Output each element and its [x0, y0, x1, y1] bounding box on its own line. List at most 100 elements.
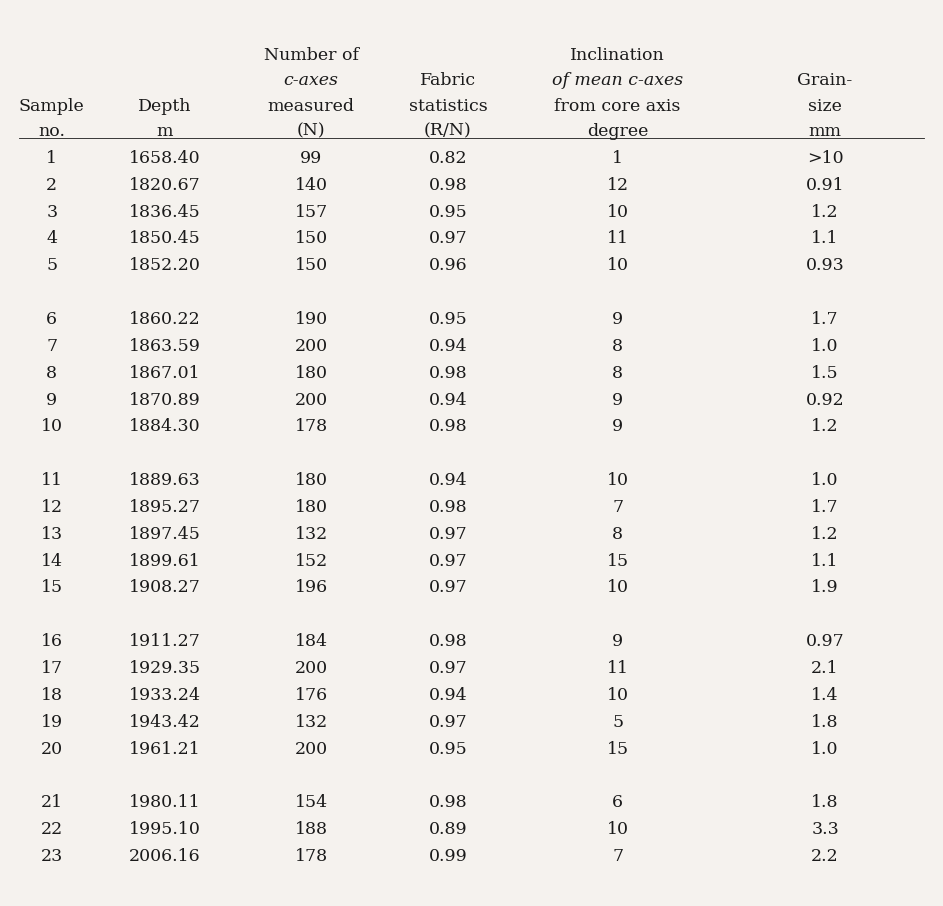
Text: 1995.10: 1995.10	[129, 821, 201, 838]
Text: 8: 8	[612, 338, 623, 355]
Text: 1980.11: 1980.11	[129, 795, 201, 811]
Text: 20: 20	[41, 740, 63, 757]
Text: c-axes: c-axes	[284, 72, 339, 89]
Text: degree: degree	[587, 123, 649, 140]
Text: 0.95: 0.95	[428, 204, 468, 220]
Text: 132: 132	[294, 714, 328, 731]
Text: 0.99: 0.99	[428, 848, 468, 865]
Text: Number of: Number of	[264, 47, 358, 63]
Text: 18: 18	[41, 687, 63, 704]
Text: 0.94: 0.94	[429, 687, 467, 704]
Text: 0.98: 0.98	[429, 177, 467, 194]
Text: 12: 12	[606, 177, 629, 194]
Text: 178: 178	[294, 419, 328, 436]
Text: 15: 15	[606, 740, 629, 757]
Text: 200: 200	[294, 338, 328, 355]
Text: 150: 150	[294, 230, 328, 247]
Text: 1863.59: 1863.59	[129, 338, 201, 355]
Text: 9: 9	[612, 391, 623, 409]
Text: 1.9: 1.9	[811, 580, 839, 596]
Text: 2.2: 2.2	[811, 848, 839, 865]
Text: 1.1: 1.1	[811, 230, 839, 247]
Text: 0.97: 0.97	[428, 230, 468, 247]
Text: 0.96: 0.96	[429, 257, 467, 275]
Text: 1908.27: 1908.27	[129, 580, 201, 596]
Text: 0.95: 0.95	[428, 311, 468, 328]
Text: 1850.45: 1850.45	[129, 230, 201, 247]
Text: 11: 11	[606, 230, 629, 247]
Text: 1867.01: 1867.01	[129, 365, 201, 381]
Text: 3: 3	[46, 204, 58, 220]
Text: 180: 180	[295, 365, 327, 381]
Text: 2: 2	[46, 177, 58, 194]
Text: 1961.21: 1961.21	[129, 740, 201, 757]
Text: 17: 17	[41, 660, 63, 677]
Text: 1820.67: 1820.67	[129, 177, 201, 194]
Text: 1: 1	[612, 149, 623, 167]
Text: 1.0: 1.0	[811, 740, 839, 757]
Text: 1897.45: 1897.45	[129, 525, 201, 543]
Text: 1.2: 1.2	[811, 525, 839, 543]
Text: 1.5: 1.5	[811, 365, 839, 381]
Text: 0.94: 0.94	[429, 338, 467, 355]
Text: 0.91: 0.91	[806, 177, 844, 194]
Text: 1889.63: 1889.63	[129, 472, 201, 489]
Text: 1870.89: 1870.89	[129, 391, 201, 409]
Text: 1.7: 1.7	[811, 311, 839, 328]
Text: 8: 8	[612, 525, 623, 543]
Text: 1899.61: 1899.61	[129, 553, 201, 570]
Text: (R/N): (R/N)	[424, 123, 472, 140]
Text: 176: 176	[294, 687, 328, 704]
Text: 1895.27: 1895.27	[129, 499, 201, 516]
Text: measured: measured	[268, 98, 355, 114]
Text: 1.0: 1.0	[811, 472, 839, 489]
Text: 6: 6	[46, 311, 58, 328]
Text: 0.98: 0.98	[429, 365, 467, 381]
Text: 1: 1	[46, 149, 58, 167]
Text: 150: 150	[294, 257, 328, 275]
Text: 0.89: 0.89	[429, 821, 467, 838]
Text: 200: 200	[294, 660, 328, 677]
Text: 1.8: 1.8	[811, 795, 839, 811]
Text: 9: 9	[46, 391, 58, 409]
Text: 0.82: 0.82	[429, 149, 467, 167]
Text: no.: no.	[39, 123, 65, 140]
Text: 3.3: 3.3	[811, 821, 839, 838]
Text: 1.2: 1.2	[811, 419, 839, 436]
Text: 4: 4	[46, 230, 58, 247]
Text: 190: 190	[294, 311, 328, 328]
Text: size: size	[808, 98, 842, 114]
Text: 1.1: 1.1	[811, 553, 839, 570]
Text: Fabric: Fabric	[420, 72, 476, 89]
Text: 7: 7	[612, 848, 623, 865]
Text: 1929.35: 1929.35	[129, 660, 201, 677]
Text: 157: 157	[294, 204, 328, 220]
Text: 0.94: 0.94	[429, 472, 467, 489]
Text: >10: >10	[807, 149, 843, 167]
Text: 7: 7	[46, 338, 58, 355]
Text: 0.97: 0.97	[428, 660, 468, 677]
Text: 200: 200	[294, 740, 328, 757]
Text: 184: 184	[295, 633, 327, 651]
Text: 154: 154	[294, 795, 328, 811]
Text: 6: 6	[612, 795, 623, 811]
Text: 0.98: 0.98	[429, 499, 467, 516]
Text: 0.97: 0.97	[428, 553, 468, 570]
Text: 1.2: 1.2	[811, 204, 839, 220]
Text: 1852.20: 1852.20	[129, 257, 201, 275]
Text: 1.4: 1.4	[811, 687, 839, 704]
Text: 0.94: 0.94	[429, 391, 467, 409]
Text: 15: 15	[41, 580, 63, 596]
Text: 11: 11	[606, 660, 629, 677]
Text: 10: 10	[41, 419, 63, 436]
Text: 9: 9	[612, 419, 623, 436]
Text: 10: 10	[606, 472, 629, 489]
Text: 8: 8	[612, 365, 623, 381]
Text: 0.97: 0.97	[428, 525, 468, 543]
Text: 10: 10	[606, 580, 629, 596]
Text: 16: 16	[41, 633, 63, 651]
Text: 10: 10	[606, 687, 629, 704]
Text: 2006.16: 2006.16	[129, 848, 201, 865]
Text: 14: 14	[41, 553, 63, 570]
Text: 21: 21	[41, 795, 63, 811]
